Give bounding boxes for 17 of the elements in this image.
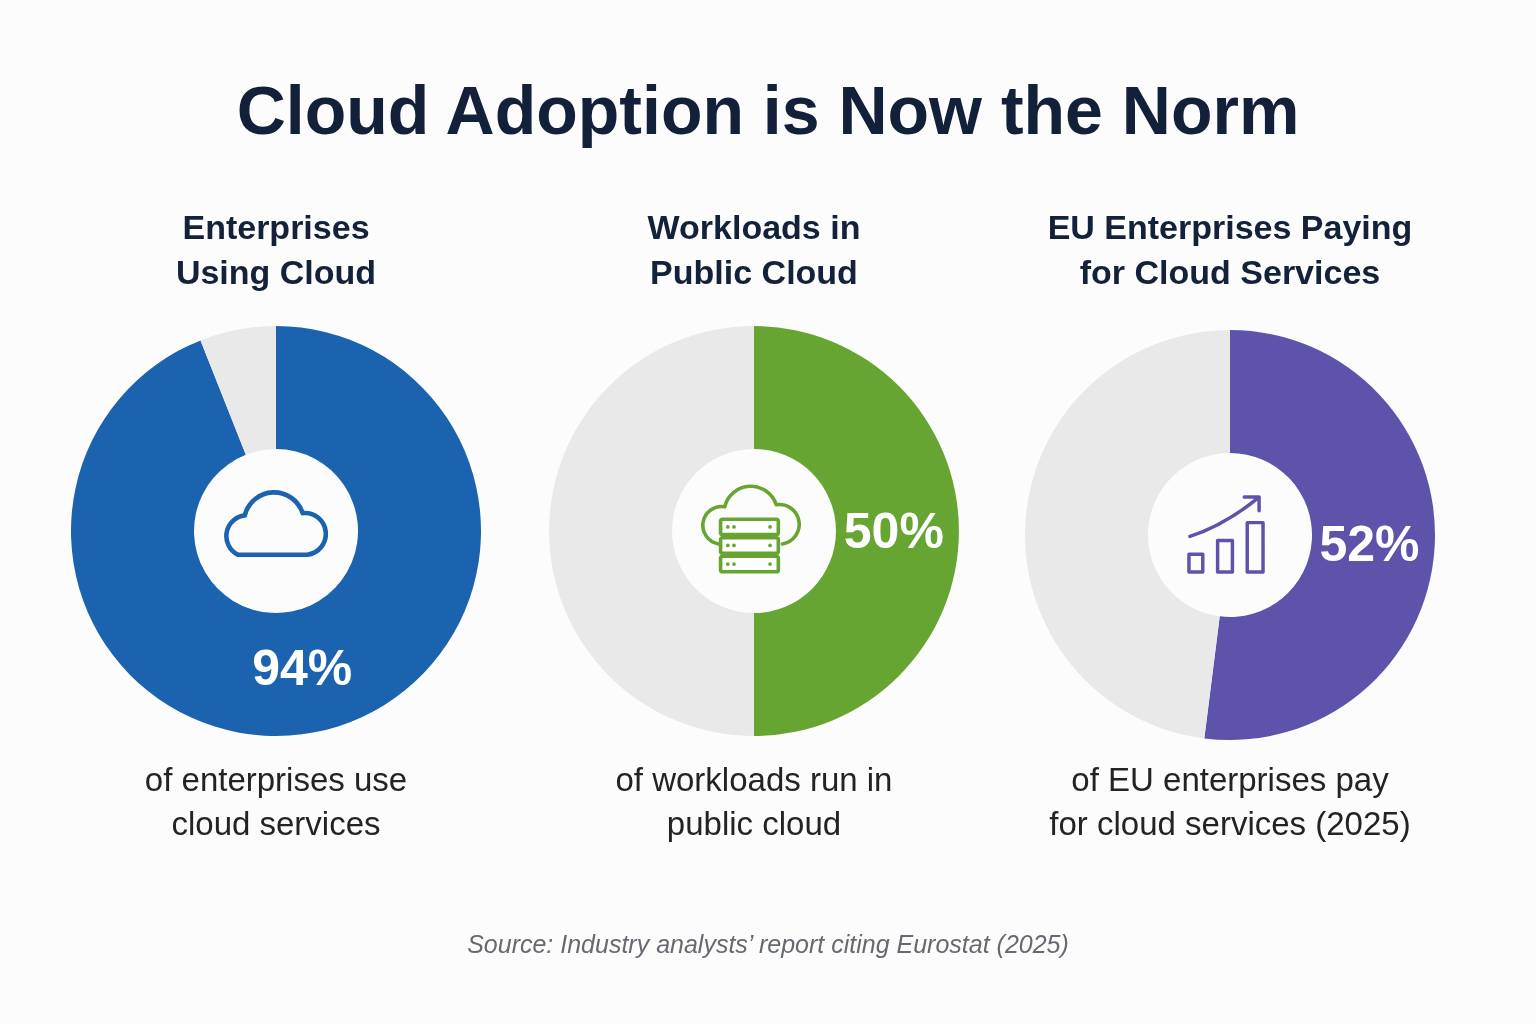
text: of enterprises use cloud services (143, 760, 409, 844)
text: of workloads run in public cloud (614, 760, 894, 844)
text: Cloud Adoption is Now the Norm (235, 71, 1301, 150)
source-note: Source: Industry analysts’ report citing Eurostat (2025) (466, 929, 1070, 959)
chart-title: Enterprises Using Cloud (174, 207, 378, 293)
data-label: 52% (1319, 515, 1420, 572)
chart-title: EU Enterprises Paying for Cloud Services (1046, 207, 1414, 293)
donut-slice (1025, 330, 1230, 739)
chart-title: Workloads in Public Cloud (646, 207, 862, 293)
donut-slice (200, 326, 276, 455)
donut-slice (754, 326, 959, 736)
donut-slice (549, 326, 754, 736)
text: of EU enterprises pay for cloud services (2025) (1048, 760, 1412, 844)
donut-slice (1204, 330, 1435, 740)
donut-slice (71, 326, 481, 736)
data-label: 94% (252, 640, 353, 697)
data-label: 50% (843, 503, 944, 559)
